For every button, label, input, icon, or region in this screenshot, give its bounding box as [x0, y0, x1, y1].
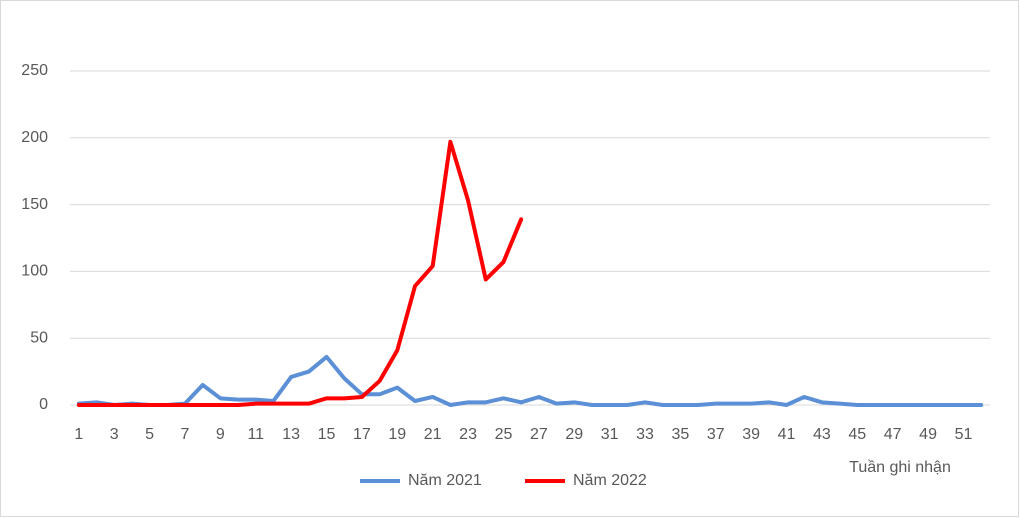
x-tick-label: 9 — [216, 426, 225, 443]
x-tick-label: 31 — [601, 426, 619, 443]
x-tick-label: 1 — [74, 426, 83, 443]
y-tick-label: 250 — [21, 62, 48, 79]
y-tick-label: 50 — [30, 329, 48, 346]
y-tick-label: 0 — [39, 396, 48, 413]
x-tick-label: 19 — [388, 426, 406, 443]
x-tick-label: 5 — [145, 426, 154, 443]
x-tick-label: 25 — [495, 426, 513, 443]
series-line — [76, 354, 984, 407]
y-tick-label: 200 — [21, 129, 48, 146]
x-axis-title: Tuần ghi nhận — [849, 459, 951, 476]
series-line — [76, 139, 524, 407]
x-tick-label: 17 — [353, 426, 371, 443]
x-tick-label: 41 — [778, 426, 796, 443]
x-tick-label: 21 — [424, 426, 442, 443]
x-tick-label: 39 — [742, 426, 760, 443]
x-tick-label: 45 — [848, 426, 866, 443]
x-tick-label: 37 — [707, 426, 725, 443]
y-tick-label: 150 — [21, 196, 48, 213]
x-tick-label: 35 — [671, 426, 689, 443]
x-tick-label: 7 — [181, 426, 190, 443]
x-tick-label: 47 — [884, 426, 902, 443]
x-tick-label: 33 — [636, 426, 654, 443]
x-tick-label: 51 — [955, 426, 973, 443]
x-tick-label: 23 — [459, 426, 477, 443]
x-tick-label: 29 — [565, 426, 583, 443]
x-tick-label: 3 — [110, 426, 119, 443]
x-tick-label: 43 — [813, 426, 831, 443]
x-tick-label: 15 — [318, 426, 336, 443]
x-tick-label: 49 — [919, 426, 937, 443]
legend-label: Năm 2022 — [573, 472, 647, 489]
legend-label: Năm 2021 — [408, 472, 482, 489]
x-tick-label: 27 — [530, 426, 548, 443]
x-tick-label: 11 — [247, 426, 264, 443]
y-tick-label: 100 — [21, 263, 48, 280]
x-tick-label: 13 — [282, 426, 300, 443]
